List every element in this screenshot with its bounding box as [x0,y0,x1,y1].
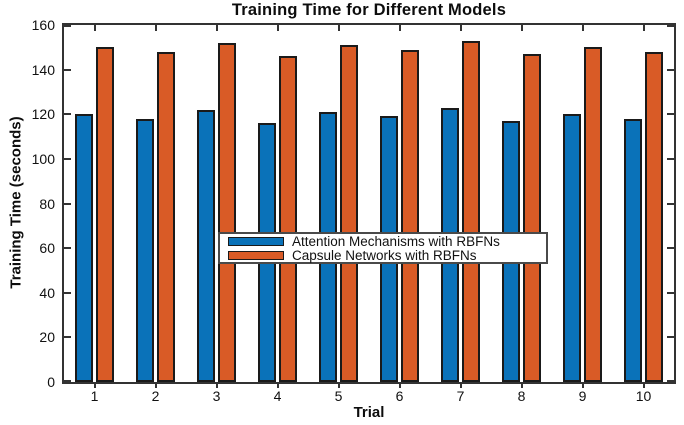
x-tick-label: 9 [578,388,587,404]
x-tick-mark-top [337,25,340,31]
legend-item-attention: Attention Mechanisms with RBFNs [228,233,546,249]
plot-area: Attention Mechanisms with RBFNs Capsule … [62,23,676,384]
bar-attention [197,109,215,382]
legend: Attention Mechanisms with RBFNs Capsule … [218,232,548,264]
y-tick-mark [64,202,71,205]
x-tick-mark-top [398,25,401,31]
x-tick-label: 4 [273,388,282,404]
x-axis-label: Trial [353,404,385,421]
y-tick-mark [64,291,71,294]
x-tick-mark-bottom [642,384,645,388]
x-tick-label: 5 [334,388,343,404]
y-tick-mark [667,336,674,339]
legend-label-capsule: Capsule Networks with RBFNs [292,247,477,263]
bar-attention [624,118,642,382]
x-tick-mark-top [93,25,96,31]
x-tick-mark-bottom [459,384,462,388]
y-tick-label: 120 [31,106,55,123]
x-tick-mark-bottom [581,384,584,388]
y-tick-label: 0 [47,374,55,390]
y-tick-mark [64,68,71,71]
x-tick-mark-bottom [337,384,340,388]
y-tick-mark [64,336,71,339]
x-tick-mark-top [642,25,645,31]
y-tick-label: 60 [39,240,55,257]
y-tick-mark [667,113,674,116]
bar-capsule [96,47,114,382]
legend-label-attention: Attention Mechanisms with RBFNs [292,233,500,249]
legend-item-capsule: Capsule Networks with RBFNs [228,247,546,263]
bar-capsule [279,56,297,382]
x-tick-label: 3 [212,388,221,404]
legend-swatch-capsule [228,250,284,260]
bar-capsule [462,40,480,382]
bar-attention [563,114,581,382]
x-tick-mark-bottom [398,384,401,388]
bar-capsule [584,47,602,382]
y-tick-label: 80 [39,195,55,212]
x-tick-mark-top [459,25,462,31]
y-tick-mark [64,25,71,27]
x-tick-mark-bottom [276,384,279,388]
x-tick-mark-bottom [154,384,157,388]
x-tick-mark-bottom [93,384,96,388]
x-tick-mark-top [581,25,584,31]
x-tick-mark-top [520,25,523,31]
x-tick-label: 6 [395,388,404,404]
x-tick-label: 7 [456,388,465,404]
y-tick-label: 140 [31,61,55,78]
y-tick-mark [667,380,674,382]
y-tick-mark [64,247,71,250]
bar-capsule [157,51,175,382]
y-tick-label: 100 [31,150,55,167]
x-tick-mark-bottom [215,384,218,388]
x-tick-mark-top [215,25,218,31]
x-tick-label: 8 [517,388,526,404]
bar-attention [136,118,154,382]
chart-title: Training Time for Different Models [231,1,507,19]
bar-capsule [645,51,663,382]
bar-capsule [523,54,541,382]
y-tick-label: 160 [31,17,55,33]
bar-capsule [340,45,358,382]
y-tick-mark [667,25,674,27]
x-tick-mark-top [276,25,279,31]
x-tick-label: 1 [90,388,99,404]
bar-capsule [401,49,419,382]
y-tick-mark [667,68,674,71]
legend-swatch-attention [228,236,284,246]
y-tick-mark [64,157,71,160]
y-tick-mark [667,291,674,294]
y-tick-mark [64,113,71,116]
y-tick-label: 20 [39,329,55,346]
y-tick-mark [64,380,71,382]
y-tick-mark [667,202,674,205]
x-tick-mark-bottom [520,384,523,388]
y-tick-label: 40 [39,284,55,301]
y-tick-mark [667,247,674,250]
bar-capsule [218,42,236,382]
x-tick-mark-top [154,25,157,31]
x-tick-label: 10 [635,388,652,404]
x-tick-label: 2 [151,388,160,404]
bar-attention [75,114,93,382]
y-tick-mark [667,157,674,160]
